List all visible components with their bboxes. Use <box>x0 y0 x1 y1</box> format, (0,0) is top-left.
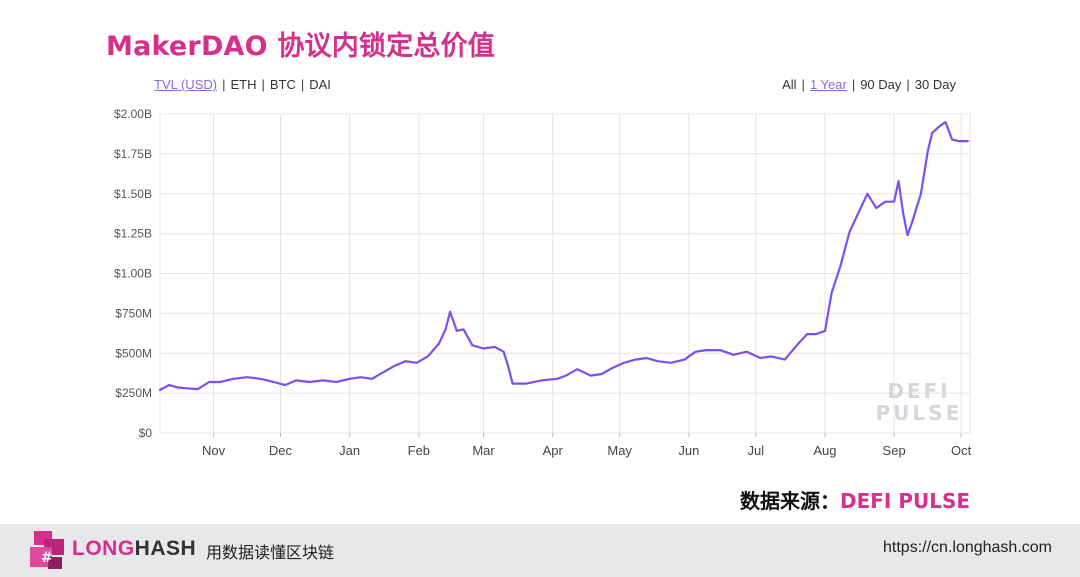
y-tick-label: $250M <box>115 386 152 400</box>
footer-tagline: 用数据读懂区块链 <box>206 543 335 562</box>
separator: | <box>261 77 265 92</box>
separator: | <box>851 77 856 92</box>
range-option-90-day[interactable]: 90 Day <box>860 77 902 92</box>
y-tick-label: $1.25B <box>114 227 152 241</box>
separator: | <box>222 77 226 92</box>
x-tick-label: Aug <box>813 443 836 458</box>
data-source: 数据来源：DEFI PULSE <box>740 485 970 514</box>
watermark-text: PULSE <box>876 401 963 425</box>
range-option-1-year[interactable]: 1 Year <box>809 77 847 92</box>
separator: | <box>801 77 805 92</box>
y-tick-label: $1.00B <box>114 267 152 281</box>
tvl-series-line <box>158 120 969 391</box>
range-option-30-day[interactable]: 30 Day <box>914 77 956 92</box>
x-tick-label: Mar <box>472 443 495 458</box>
y-tick-label: $500M <box>115 346 152 360</box>
chart-title: MakerDAO 协议内锁定总价值 <box>106 31 496 62</box>
grid <box>159 113 971 434</box>
x-tick-label: Feb <box>408 443 430 458</box>
x-tick-label: Dec <box>269 443 293 458</box>
x-tick-label: Oct <box>951 443 972 458</box>
watermark-text: DEFI <box>887 379 950 403</box>
y-tick-label: $750M <box>115 306 152 320</box>
x-tick-label: Jun <box>678 443 699 458</box>
y-tick-label: $0 <box>139 426 153 440</box>
axes: $0 $250M $500M $750M $1.00B $1.25B $1.50B $1.75… <box>114 107 972 458</box>
source-prefix: 数据来源： <box>740 489 840 513</box>
y-tick-label: $1.75B <box>114 147 152 161</box>
footer-bar: # LONGHASH 用数据读懂区块链 https://cn.longhash.… <box>0 524 1080 577</box>
units-toggle: TVL (USD) | ETH | BTC | DAI <box>154 77 331 92</box>
units-option-tvl-usd[interactable]: TVL (USD) <box>154 77 218 92</box>
x-tick-label: Jan <box>339 443 360 458</box>
series <box>158 120 969 391</box>
footer-website-link[interactable]: https://cn.longhash.com <box>883 539 1052 556</box>
units-option-btc[interactable]: BTC <box>269 77 296 92</box>
y-tick-label: $1.50B <box>114 187 152 201</box>
range-option-all[interactable]: All <box>782 77 797 92</box>
source-name[interactable]: DEFI PULSE <box>840 489 971 513</box>
longhash-logo-text[interactable]: LONGHASH <box>72 537 197 560</box>
separator: | <box>300 77 305 92</box>
x-tick-label: Apr <box>543 443 564 458</box>
y-tick-label: $2.00B <box>114 107 152 121</box>
svg-text:#: # <box>41 550 53 566</box>
x-tick-label: Sep <box>883 443 906 458</box>
x-tick-label: Nov <box>202 443 226 458</box>
separator: | <box>906 77 910 92</box>
units-option-dai[interactable]: DAI <box>309 77 331 92</box>
x-tick-label: May <box>607 443 632 458</box>
range-toggle: All | 1 Year | 90 Day | 30 Day <box>782 77 956 92</box>
x-tick-label: Jul <box>747 443 764 458</box>
units-option-eth[interactable]: ETH <box>230 77 257 92</box>
longhash-logo-icon: # <box>30 531 64 569</box>
